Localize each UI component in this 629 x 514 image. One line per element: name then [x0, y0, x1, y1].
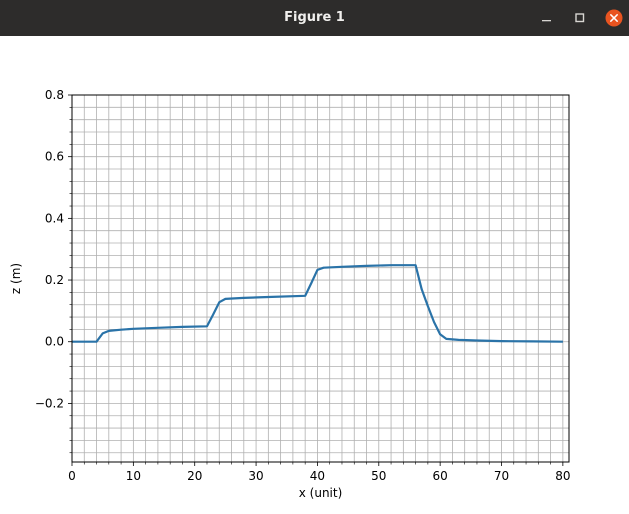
minimize-button[interactable]: [538, 9, 556, 27]
y-tick-label: 0.0: [45, 335, 64, 349]
title-bar[interactable]: Figure 1: [0, 0, 629, 36]
minor-grid: [72, 95, 569, 462]
x-tick-label: 30: [248, 469, 263, 483]
line-chart: 0 10 20 30 40 50 60 70 80 −0.2 0.0 0.2 0.4 0.6 0.8 x (…: [9, 88, 571, 500]
x-tick-label: 10: [126, 469, 141, 483]
x-tick-label: 50: [371, 469, 386, 483]
minimize-icon: [542, 20, 551, 22]
x-tick-label: 70: [494, 469, 509, 483]
figure-canvas: 0 10 20 30 40 50 60 70 80 −0.2 0.0 0.2 0.4 0.6 0.8 x (…: [0, 36, 629, 514]
close-icon: [610, 14, 618, 22]
x-tick-label: 0: [68, 469, 76, 483]
plot-frame: [71, 94, 570, 463]
y-tick-label: 0.6: [45, 150, 64, 164]
window-title: Figure 1: [284, 10, 345, 25]
series-group: [72, 264, 563, 343]
y-tick-label: 0.8: [45, 88, 64, 102]
y-tick-label: −0.2: [35, 396, 64, 410]
x-tick-label: 80: [555, 469, 570, 483]
y-axis-label: z (m): [9, 263, 23, 294]
major-grid: [71, 94, 569, 462]
maximize-icon: [575, 13, 585, 23]
maximize-button[interactable]: [571, 9, 589, 27]
y-tick-label: 0.4: [45, 211, 64, 225]
x-tick-label: 60: [433, 469, 448, 483]
series-line: [72, 264, 563, 343]
x-axis-label: x (unit): [299, 486, 343, 500]
y-tick-label: 0.2: [45, 273, 64, 287]
axis-ticks: 0 10 20 30 40 50 60 70 80 −0.2 0.0 0.2 0.4 0.6 0.8: [35, 88, 571, 483]
x-tick-label: 40: [310, 469, 325, 483]
close-button[interactable]: [605, 9, 623, 27]
x-tick-label: 20: [187, 469, 202, 483]
